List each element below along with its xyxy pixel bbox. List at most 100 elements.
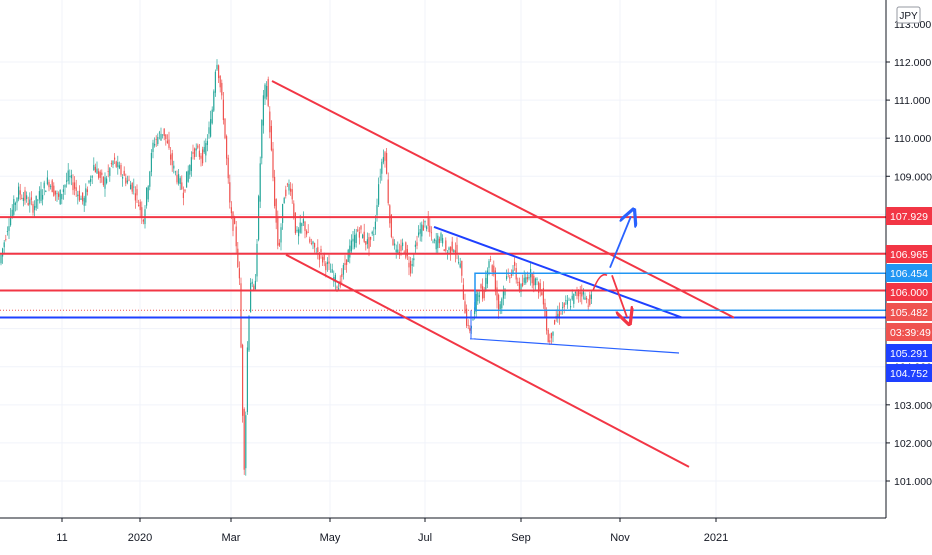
candle-body	[546, 310, 548, 331]
candle-body	[232, 211, 234, 231]
candle-body	[357, 229, 359, 232]
candle-body	[115, 161, 117, 167]
candle-body	[317, 247, 319, 252]
candle-body	[259, 163, 261, 202]
price-tag-bg	[886, 364, 932, 382]
candle-body	[181, 182, 183, 190]
candle-body	[157, 137, 159, 145]
price-tag-bg	[886, 303, 932, 321]
candle-body	[371, 231, 373, 234]
candle-body	[85, 188, 87, 203]
price-tag-bg	[886, 344, 932, 362]
candle-body	[3, 242, 5, 248]
candle-body	[291, 189, 293, 200]
candle-body	[189, 165, 191, 175]
candle-body	[328, 261, 330, 264]
candle-body	[562, 307, 564, 308]
candle-body	[381, 161, 383, 174]
candle-body	[250, 283, 252, 313]
y-tick-label: 102.000	[894, 438, 932, 450]
candle-body	[51, 180, 53, 193]
price-tag-bg	[886, 323, 932, 341]
candle-body	[235, 226, 237, 247]
candle-body	[560, 313, 562, 315]
candle-body	[226, 136, 228, 159]
candle-body	[395, 249, 397, 253]
candle-body	[440, 233, 442, 241]
candle-body	[211, 109, 213, 124]
candle-body	[74, 182, 76, 189]
candle-body	[69, 176, 71, 177]
candle-body	[184, 189, 186, 192]
candle-body	[491, 265, 493, 272]
price-tag-label: 105.482	[890, 307, 928, 319]
candle-body	[344, 263, 346, 266]
candle-body	[213, 91, 215, 111]
candle-body	[587, 305, 589, 307]
candle-body	[154, 143, 156, 146]
candle-body	[584, 297, 586, 300]
candle-body	[526, 277, 528, 280]
candle-body	[54, 190, 56, 195]
candle-body	[141, 207, 143, 219]
candle-body	[568, 299, 570, 301]
candle-body	[43, 182, 45, 189]
candle-body	[61, 193, 63, 200]
candle-body	[266, 85, 268, 97]
candle-body	[19, 190, 21, 195]
candle-body	[38, 191, 40, 200]
candle-body	[187, 170, 189, 182]
candle-body	[312, 241, 314, 244]
candle-body	[488, 261, 490, 268]
candle-body	[504, 288, 506, 296]
symbol-badge-label: JPY	[899, 11, 918, 22]
candle-body	[123, 170, 125, 176]
candle-body	[46, 177, 48, 185]
candle-body	[512, 269, 514, 274]
candle-body	[254, 280, 256, 290]
candle-body	[307, 232, 309, 234]
candle-body	[534, 278, 536, 286]
candle-body	[256, 243, 258, 277]
candle-body	[146, 187, 148, 206]
candle-body	[56, 193, 58, 195]
price-tag: 106.965	[886, 245, 932, 263]
candle-body	[234, 217, 236, 224]
candle-body	[376, 205, 378, 216]
candle-body	[2, 248, 4, 257]
candle-body	[45, 190, 47, 192]
candle-body	[571, 295, 573, 300]
candle-body	[341, 274, 343, 277]
candle-body	[525, 277, 527, 284]
candle-body	[109, 168, 111, 176]
candle-body	[82, 192, 84, 202]
candle-body	[547, 329, 549, 343]
candle-body	[531, 274, 533, 284]
candle-body	[352, 238, 354, 242]
candle-body	[30, 197, 32, 200]
candle-body	[62, 189, 64, 193]
candle-body	[200, 155, 202, 159]
candle-body	[464, 301, 466, 314]
symbol-badge[interactable]: JPY	[896, 6, 921, 24]
candle-body	[320, 249, 322, 253]
price-tag: 03:39:49	[886, 323, 932, 341]
candle-body	[168, 139, 170, 148]
candle-body	[242, 344, 244, 416]
candle-body	[227, 157, 229, 179]
x-tick-label: 11	[56, 532, 67, 544]
candle-body	[427, 216, 429, 226]
price-tag-bg	[886, 207, 932, 225]
candle-body	[221, 82, 223, 96]
candle-body	[230, 207, 232, 214]
candle-body	[136, 189, 138, 196]
candle-body	[104, 177, 106, 189]
candle-body	[490, 259, 492, 261]
price-tag: 105.291	[886, 344, 932, 362]
candle-body	[310, 243, 312, 244]
candle-body	[432, 241, 434, 243]
candle-body	[314, 242, 316, 248]
candle-body	[539, 283, 541, 290]
candle-body	[150, 153, 152, 172]
price-tag-bg	[886, 264, 932, 282]
